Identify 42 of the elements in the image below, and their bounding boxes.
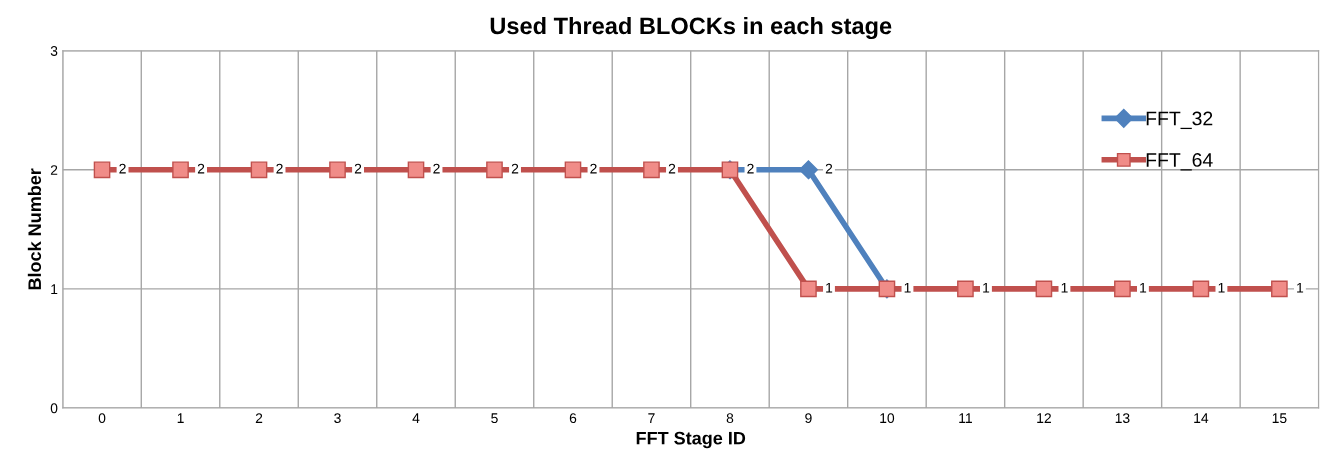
data-label: 2 <box>747 163 754 174</box>
data-label: 2 <box>433 163 440 174</box>
x-tick-label: 15 <box>1272 413 1287 424</box>
y-tick-label: 1 <box>51 284 58 294</box>
x-tick-label: 2 <box>255 413 263 423</box>
data-label: 1 <box>983 282 990 293</box>
data-label: 1 <box>826 282 833 293</box>
x-tick-label: 1 <box>177 413 184 423</box>
data-label: 1 <box>904 282 911 293</box>
data-label: 1 <box>1061 282 1068 293</box>
x-tick-label: 3 <box>334 413 341 424</box>
x-tick-label: 6 <box>569 413 577 424</box>
data-label: 1 <box>1218 282 1225 293</box>
data-label: 2 <box>668 163 676 174</box>
data-label: 2 <box>197 163 205 174</box>
chart-title: Used Thread BLOCKs in each stage <box>490 16 892 40</box>
x-tick-label: 8 <box>726 413 734 424</box>
data-label: 2 <box>825 163 833 174</box>
x-tick-label: 9 <box>805 413 812 424</box>
data-label: 2 <box>354 163 362 174</box>
legend-label: FFT_64 <box>1146 153 1213 171</box>
data-label: 1 <box>1297 282 1304 293</box>
x-tick-label: 13 <box>1115 413 1130 424</box>
x-tick-label: 7 <box>648 413 655 423</box>
x-tick-label: 5 <box>491 413 498 424</box>
x-tick-label: 14 <box>1194 413 1209 423</box>
y-axis-title: Block Number <box>27 168 42 290</box>
legend-label: FFT_32 <box>1146 111 1213 130</box>
data-label: 2 <box>511 163 519 174</box>
x-tick-label: 0 <box>98 413 106 424</box>
data-label: 2 <box>119 163 126 174</box>
y-tick-label: 0 <box>50 403 58 414</box>
x-tick-label: 4 <box>412 413 420 423</box>
y-tick-label: 2 <box>50 165 58 175</box>
x-tick-label: 11 <box>959 413 972 423</box>
data-label: 2 <box>276 163 283 174</box>
x-tick-label: 12 <box>1037 413 1051 423</box>
data-label: 1 <box>1140 282 1147 293</box>
x-tick-label: 10 <box>880 413 895 424</box>
x-axis-title: FFT Stage ID <box>636 431 746 449</box>
y-tick-label: 3 <box>50 46 58 56</box>
data-label: 2 <box>590 163 597 174</box>
